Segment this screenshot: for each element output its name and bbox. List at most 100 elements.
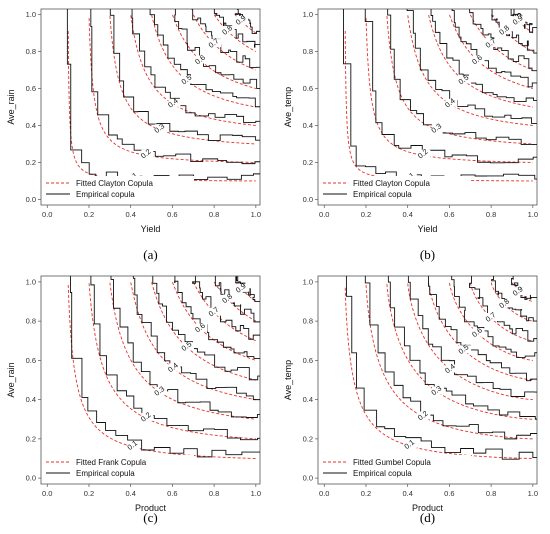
y-axis-label: Ave_temp xyxy=(283,360,293,400)
legend: Fitted Gumbel Copula Empirical copula xyxy=(321,455,471,479)
plot-frame xyxy=(317,275,538,485)
empirical-contour-0.1 xyxy=(345,276,537,460)
legend-empirical-label: Empirical copula xyxy=(353,190,412,199)
contour-label-bg xyxy=(209,39,222,48)
x-tick-label: 0.8 xyxy=(209,489,219,498)
legend-bg xyxy=(321,455,471,479)
legend-fitted-label: Fitted Gumbel Copula xyxy=(353,458,431,467)
legend-fitted-label: Fitted Frank Copula xyxy=(76,458,147,467)
contour-label-bg xyxy=(486,313,499,322)
y-tick-label: 0.4 xyxy=(26,121,36,130)
contour-label: 0.3 xyxy=(153,384,167,398)
x-tick-label: 1.0 xyxy=(251,489,261,498)
fitted-contour-0.3 xyxy=(109,15,256,145)
fitted-contour-0.2 xyxy=(88,18,256,163)
empirical-contour-0.8 xyxy=(213,9,260,48)
panel-caption: (d) xyxy=(420,510,435,525)
y-tick-label: 1.0 xyxy=(26,10,36,19)
fitted-contour-0.3 xyxy=(386,284,533,420)
empirical-contour-0.7 xyxy=(469,9,537,72)
contour-label-bg xyxy=(182,342,195,351)
empirical-contour-0.2 xyxy=(90,9,260,165)
contour-curves: 0.10.20.30.40.50.60.70.80.9 xyxy=(67,276,260,459)
contour-label-bg xyxy=(182,75,195,84)
contour-label: 0.1 xyxy=(402,438,416,452)
contour-curves: 0.10.20.30.40.50.60.70.80.9 xyxy=(344,276,537,460)
panel-3: 0.0 0.2 0.4 0.6 0.8 1.0 0.0 0.2 0.4 0.6 0.8 1.0 Prod… xyxy=(6,275,261,525)
x-tick-label: 0.6 xyxy=(167,210,177,219)
empirical-contour-0.4 xyxy=(407,276,537,397)
y-tick-label: 0.6 xyxy=(303,84,313,93)
legend: Fitted Clayton Copula Empirical copula xyxy=(321,176,471,200)
x-tick-label: 0.2 xyxy=(361,489,371,498)
y-tick-label: 0.4 xyxy=(303,395,313,404)
plot-frame xyxy=(317,8,538,206)
contour-curves: 0.10.20.30.40.50.60.70.80.9 xyxy=(343,9,537,184)
contour-label-bg xyxy=(513,287,526,296)
legend-bg xyxy=(321,176,471,200)
y-tick-label: 0.2 xyxy=(303,158,313,167)
panel-4: 0.0 0.2 0.4 0.6 0.8 1.0 0.0 0.2 0.4 0.6 0.8 1.0 Prod… xyxy=(283,275,538,525)
y-tick-label: 0.2 xyxy=(303,434,313,443)
contour-label-bg xyxy=(486,39,499,48)
contour-label-bg xyxy=(195,323,208,332)
x-axis-label: Product xyxy=(135,503,167,513)
x-tick-label: 0.6 xyxy=(444,489,454,498)
contour-label: 0.3 xyxy=(430,121,444,135)
y-tick-label: 0.0 xyxy=(303,474,313,483)
contour-label-bg xyxy=(418,149,431,158)
fitted-contour-0.4 xyxy=(407,15,533,126)
contour-curves: 0.10.20.30.40.50.60.70.80.9 xyxy=(66,9,260,184)
legend-fitted-label: Fitted Clayton Copula xyxy=(353,179,430,188)
legend-bg xyxy=(44,455,194,479)
empirical-contour-0.2 xyxy=(90,276,260,441)
y-tick-label: 0.2 xyxy=(26,434,36,443)
contour-label-bg xyxy=(222,294,235,303)
x-tick-label: 0.2 xyxy=(84,489,94,498)
fitted-contour-0.7 xyxy=(469,282,533,342)
legend: Fitted Clayton Copula Empirical copula xyxy=(44,176,194,200)
x-tick-label: 0.0 xyxy=(42,210,52,219)
x-tick-label: 0.4 xyxy=(402,489,412,498)
fitted-contour-0.1 xyxy=(344,31,533,182)
contour-label: 0.2 xyxy=(416,147,430,161)
fitted-contour-0.1 xyxy=(67,284,256,459)
x-tick-label: 1.0 xyxy=(528,210,538,219)
contour-label: 0.2 xyxy=(139,410,153,424)
contour-label: 0.4 xyxy=(166,361,180,375)
x-tick-label: 0.6 xyxy=(444,210,454,219)
legend-empirical-label: Empirical copula xyxy=(76,190,135,199)
y-tick-label: 0.6 xyxy=(303,356,313,365)
legend-fitted-label: Fitted Clayton Copula xyxy=(76,179,153,188)
contour-label-bg xyxy=(499,26,512,35)
contour-label: 0.5 xyxy=(457,343,471,357)
plot-frame xyxy=(40,8,261,206)
x-tick-label: 0.4 xyxy=(125,210,135,219)
contour-label-bg xyxy=(472,55,485,64)
fitted-contour-0.7 xyxy=(192,281,257,342)
contour-label-bg xyxy=(459,75,472,84)
empirical-contour-0.3 xyxy=(110,276,260,418)
contour-label: 0.3 xyxy=(430,384,444,398)
x-tick-label: 0.8 xyxy=(486,210,496,219)
contour-label-bg xyxy=(141,149,154,158)
plot-frame xyxy=(40,275,261,485)
empirical-contour-0.8 xyxy=(214,276,260,323)
legend-empirical-label: Empirical copula xyxy=(76,469,135,478)
x-tick-label: 0.6 xyxy=(167,489,177,498)
x-tick-label: 0.2 xyxy=(84,210,94,219)
contour-label: 0.2 xyxy=(416,409,430,423)
fitted-contour-0.3 xyxy=(109,282,256,420)
contour-label-bg xyxy=(445,364,458,373)
y-tick-label: 0.8 xyxy=(303,47,313,56)
empirical-contour-0.4 xyxy=(132,276,260,401)
y-tick-label: 1.0 xyxy=(26,277,36,286)
x-axis-label: Product xyxy=(412,503,444,513)
x-tick-label: 0.8 xyxy=(486,489,496,498)
x-tick-label: 1.0 xyxy=(528,489,538,498)
x-tick-label: 0.8 xyxy=(209,210,219,219)
empirical-contour-0.9 xyxy=(235,276,260,302)
fitted-contour-0.8 xyxy=(490,282,533,322)
x-axis-label: Yield xyxy=(418,224,438,234)
empirical-contour-0.8 xyxy=(491,9,537,54)
